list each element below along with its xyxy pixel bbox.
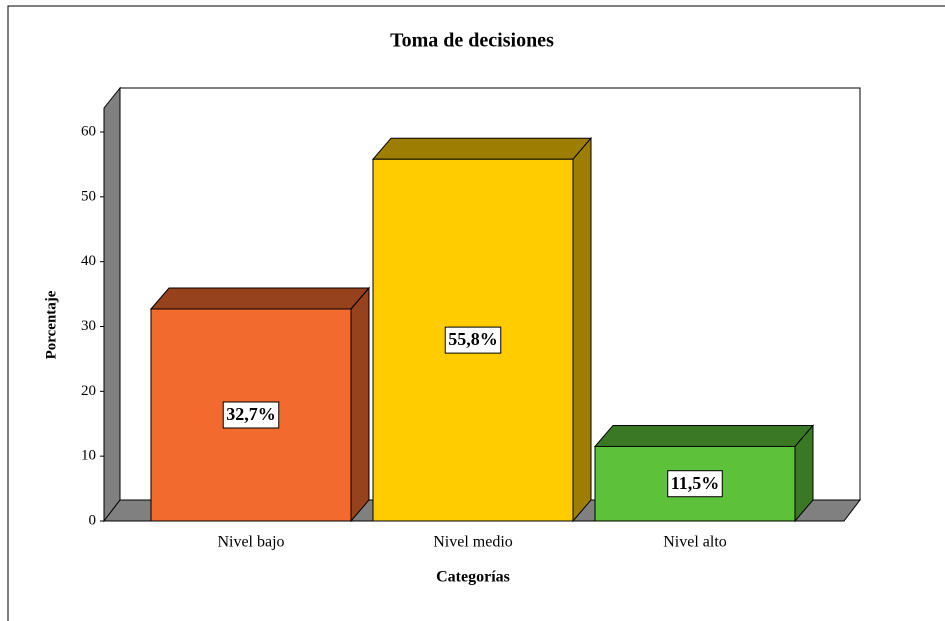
side-wall: [103, 86, 121, 523]
y-tick-label: 0: [89, 512, 97, 528]
value-label-box: [444, 326, 502, 354]
x-tick-label: Nivel alto: [663, 534, 727, 551]
y-tick-label: 50: [81, 188, 96, 204]
x-tick-label: Nivel bajo: [217, 534, 284, 551]
value-label: 32,7%: [226, 404, 276, 424]
bar-top: [149, 287, 371, 310]
bar-top: [593, 424, 815, 447]
y-axis-label: Porcentaje: [43, 290, 59, 359]
y-tick-label: 30: [81, 318, 96, 334]
bar-top: [371, 137, 593, 160]
value-label: 11,5%: [671, 473, 720, 493]
x-axis-label: Categorías: [436, 569, 510, 586]
frame: [7, 5, 945, 621]
y-tick-label: 60: [81, 123, 96, 139]
value-label: 55,8%: [448, 329, 498, 349]
value-label-box: [667, 470, 723, 498]
bar-side: [572, 136, 592, 523]
value-label-box: [222, 401, 280, 429]
y-tick-label: 40: [81, 253, 96, 269]
y-tick-label: 20: [81, 383, 96, 399]
y-tick-label: 10: [81, 448, 96, 464]
x-tick-label: Nivel medio: [433, 534, 513, 551]
chart-title: Toma de decisiones: [390, 30, 554, 52]
bar-side: [350, 286, 370, 523]
